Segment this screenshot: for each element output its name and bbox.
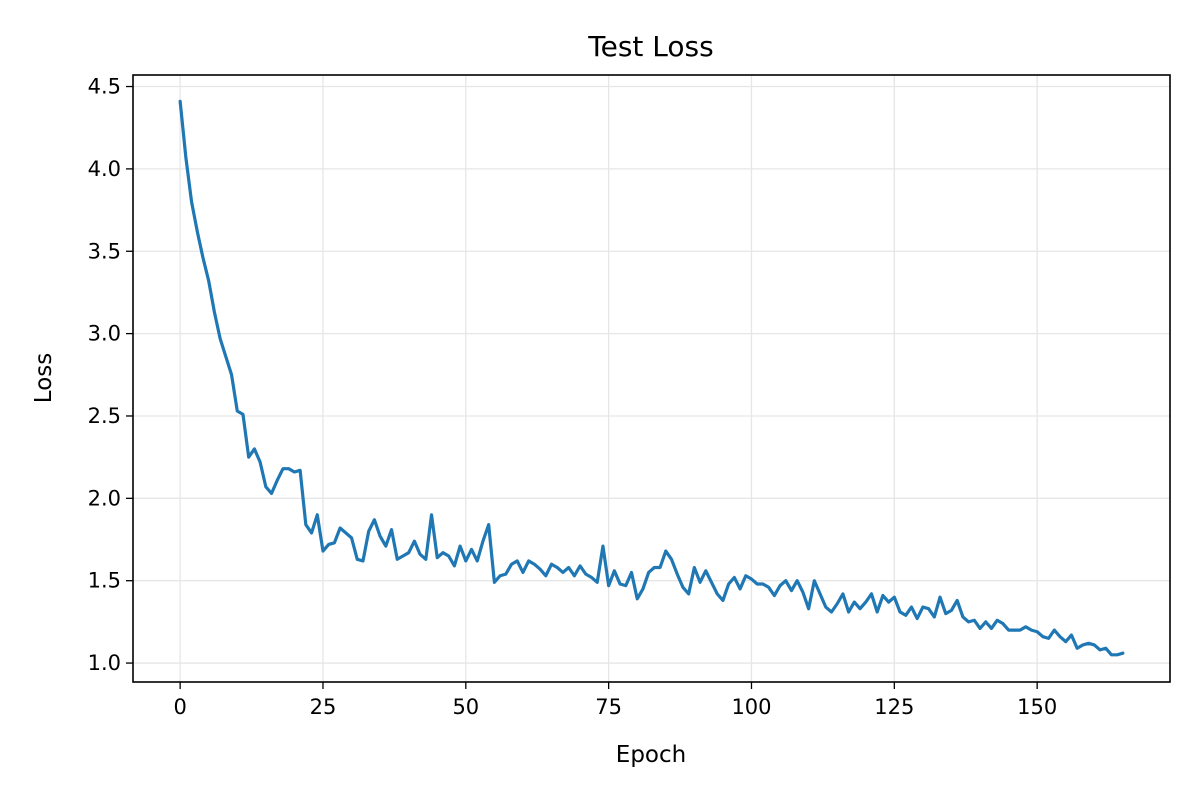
plot-frame — [132, 74, 1171, 683]
x-tick-label: 150 — [1017, 695, 1057, 719]
x-tick-label: 50 — [452, 695, 479, 719]
x-tick-label: 100 — [731, 695, 771, 719]
y-tick-label: 4.5 — [88, 75, 121, 99]
y-tick-label: 3.5 — [88, 239, 121, 263]
series-line — [178, 99, 1125, 657]
x-tick-label: 125 — [874, 695, 914, 719]
y-tick-label: 2.5 — [88, 404, 121, 428]
y-tick-label: 4.0 — [88, 157, 121, 181]
y-tick-label: 3.0 — [88, 322, 121, 346]
y-tick-label: 1.5 — [88, 569, 121, 593]
chart-title: Test Loss — [587, 30, 713, 63]
x-tick-label: 75 — [595, 695, 622, 719]
axis-ticks: 0 25 50 75 100 125 150 1.0 1.5 2.0 2.5 3.0 3.5 4.0 4.5 — [88, 75, 1058, 719]
x-tick-label: 0 — [173, 695, 186, 719]
series-lines — [178, 99, 1125, 657]
x-axis-label: Epoch — [616, 742, 686, 768]
y-axis-label: Loss — [31, 353, 57, 403]
grid-lines — [133, 75, 1170, 682]
y-tick-label: 1.0 — [88, 651, 121, 675]
x-tick-label: 25 — [310, 695, 337, 719]
y-tick-label: 2.0 — [88, 486, 121, 510]
